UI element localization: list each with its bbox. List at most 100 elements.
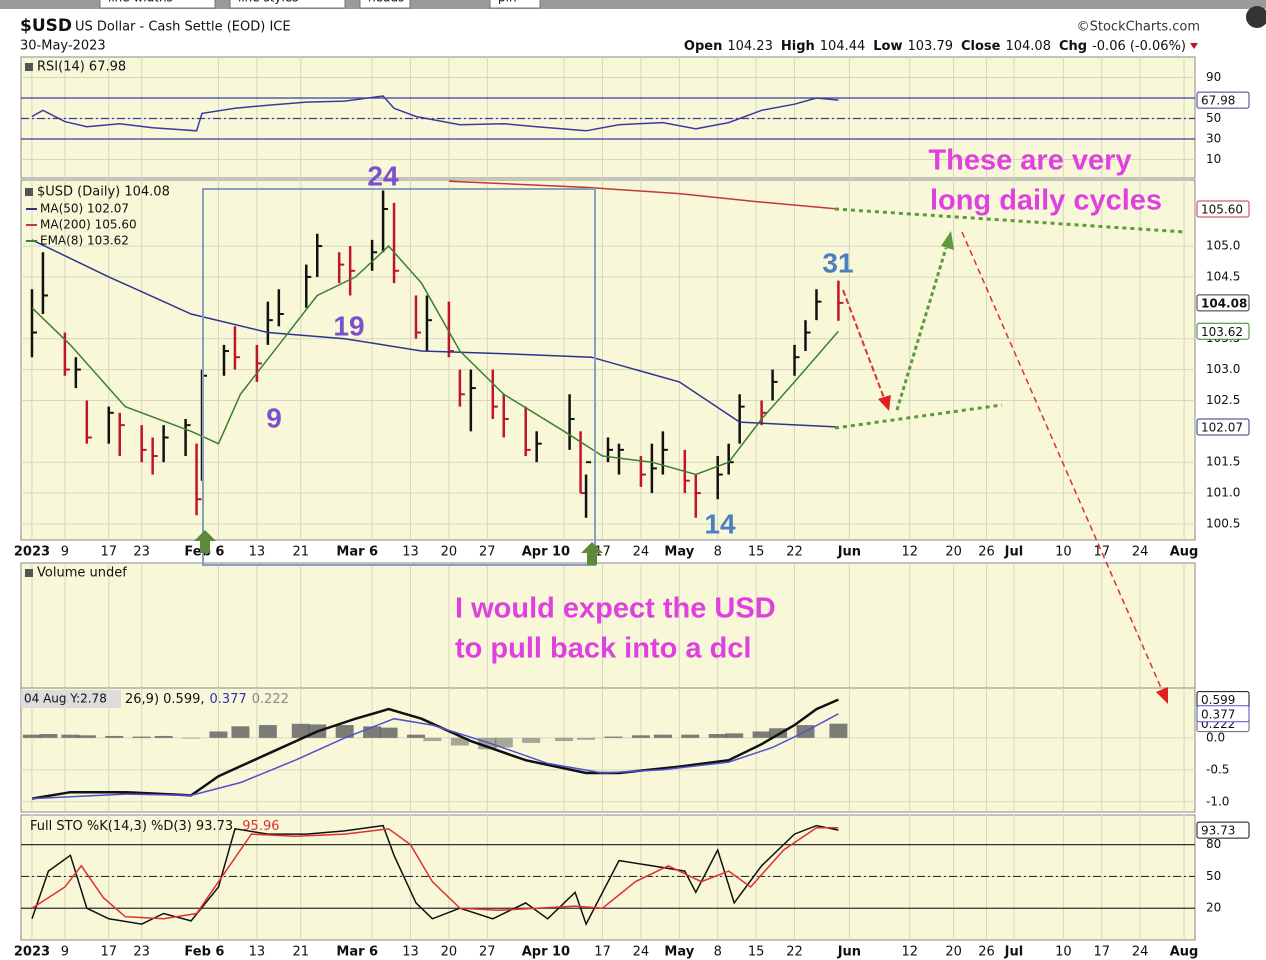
y-tick-label: 30 bbox=[1206, 132, 1221, 146]
histogram-bar bbox=[182, 737, 201, 739]
annotation: 19 bbox=[333, 310, 364, 341]
histogram-bar bbox=[22, 734, 41, 738]
panel-background bbox=[20, 562, 1196, 689]
green-arrow bbox=[194, 530, 216, 553]
source: ©StockCharts.com bbox=[1077, 20, 1200, 35]
histogram-bar bbox=[604, 736, 623, 738]
x-tick-label: 23 bbox=[133, 945, 150, 960]
y-tick-label: 90 bbox=[1206, 70, 1221, 84]
series-line bbox=[31, 239, 839, 428]
arrow-head bbox=[941, 231, 954, 250]
x-tick-label: 17 bbox=[101, 545, 118, 560]
x-tick-label: 22 bbox=[786, 545, 803, 560]
panel-title: Full STO %K(14,3) %D(3) 93.73, 95.96 bbox=[30, 819, 280, 834]
y-tick-label: 102.5 bbox=[1206, 393, 1240, 407]
legend-entry: EMA(8) 103.62 bbox=[40, 234, 129, 248]
histogram-bar bbox=[39, 734, 58, 738]
toolbar-label: heads bbox=[368, 0, 404, 5]
x-tick-label: Aug bbox=[1170, 545, 1199, 560]
quote-value: 104.44 bbox=[820, 39, 866, 54]
legend-icon bbox=[25, 569, 33, 577]
histogram-bar bbox=[423, 737, 442, 742]
x-tick-label: 2023 bbox=[14, 545, 50, 560]
end-label-box bbox=[1196, 200, 1250, 218]
x-tick-label: 24 bbox=[1132, 945, 1149, 960]
quote-label: Low bbox=[873, 39, 902, 54]
x-tick-label: Mar 6 bbox=[336, 545, 378, 560]
x-tick-label: 20 bbox=[441, 545, 458, 560]
forecast-arrow bbox=[895, 247, 948, 411]
x-tick-label: 10 bbox=[1055, 545, 1072, 560]
legend-entry: MA(200) 105.60 bbox=[40, 218, 137, 232]
x-tick-label: 2023 bbox=[14, 945, 50, 960]
histogram-bar bbox=[829, 723, 848, 738]
end-label-box bbox=[1196, 821, 1250, 839]
series-line bbox=[31, 824, 839, 926]
y-tick-label: -1.0 bbox=[1206, 794, 1229, 808]
x-tick-label: 13 bbox=[249, 945, 266, 960]
title-part: 0.222 bbox=[252, 692, 289, 707]
annotation: I would expect the USD bbox=[455, 593, 776, 625]
title-part: 0.377 bbox=[210, 692, 247, 707]
x-tick-label: 10 bbox=[1055, 945, 1072, 960]
y-tick-label: 101.0 bbox=[1206, 486, 1240, 500]
quote: Open 104.23 High 104.44 Low 103.79 Close 104.08… bbox=[684, 39, 1186, 54]
y-tick-label: 80 bbox=[1206, 837, 1221, 851]
histogram-bar bbox=[725, 733, 744, 738]
x-tick-label: May bbox=[664, 945, 694, 960]
toolbar-button[interactable] bbox=[229, 0, 346, 9]
y-tick-label: 100.5 bbox=[1206, 516, 1240, 530]
x-tick-label: May bbox=[664, 545, 694, 560]
legend-icon bbox=[25, 188, 33, 196]
y-tick-label: -0.5 bbox=[1206, 762, 1229, 776]
close-icon[interactable] bbox=[1246, 6, 1266, 28]
histogram-bar bbox=[406, 734, 425, 738]
end-label-box bbox=[1196, 322, 1250, 340]
histogram-bar bbox=[291, 723, 310, 738]
x-tick-label: 8 bbox=[714, 545, 722, 560]
cycle-box bbox=[202, 188, 596, 566]
x-tick-label: 9 bbox=[61, 545, 69, 560]
series-line bbox=[448, 180, 839, 210]
panel-background bbox=[20, 179, 1196, 541]
y-tick-label: 10 bbox=[1206, 152, 1221, 166]
x-tick-label: 13 bbox=[402, 545, 419, 560]
histogram-bar bbox=[154, 735, 173, 738]
end-label: 0.599 bbox=[1201, 693, 1235, 707]
annotation: 31 bbox=[822, 247, 853, 278]
toolbar-label: line widths bbox=[108, 0, 173, 5]
toolbar-button[interactable] bbox=[99, 0, 216, 9]
x-tick-label: 21 bbox=[293, 945, 310, 960]
end-label: 93.73 bbox=[1201, 824, 1235, 838]
x-tick-label: 17 bbox=[1093, 945, 1110, 960]
x-tick-label: 26 bbox=[978, 945, 995, 960]
y-tick-label: 101.5 bbox=[1206, 455, 1240, 469]
change-icon bbox=[1190, 43, 1198, 49]
toolbar-button[interactable] bbox=[489, 0, 541, 9]
histogram-bar bbox=[708, 734, 727, 738]
x-tick-label: Apr 10 bbox=[522, 945, 570, 960]
end-label: 0.377 bbox=[1201, 707, 1235, 721]
toolbar-button[interactable] bbox=[359, 0, 411, 9]
y-tick-label: 0.0 bbox=[1206, 730, 1225, 744]
series-line bbox=[31, 826, 839, 920]
x-tick-label: 17 bbox=[1093, 545, 1110, 560]
histogram-bar bbox=[209, 731, 228, 738]
histogram-bar bbox=[77, 735, 96, 738]
y-tick-label: 50 bbox=[1206, 869, 1221, 883]
panel-title: 26,9) 0.599, 0.377 0.222 bbox=[125, 692, 289, 707]
histogram-bar bbox=[105, 735, 124, 738]
x-tick-label: Feb 6 bbox=[184, 945, 224, 960]
symbol: $USD bbox=[20, 16, 72, 36]
x-tick-label: Mar 6 bbox=[336, 945, 378, 960]
histogram-bar bbox=[752, 731, 771, 738]
x-tick-label: 23 bbox=[133, 545, 150, 560]
toolbar-strip bbox=[0, 0, 1266, 9]
x-tick-label: 13 bbox=[402, 945, 419, 960]
histogram-bar bbox=[681, 734, 700, 738]
quote-value: 103.79 bbox=[908, 39, 954, 54]
x-tick-label: 27 bbox=[479, 945, 496, 960]
quote-label: High bbox=[781, 39, 815, 54]
forecast-arrow bbox=[842, 289, 885, 399]
